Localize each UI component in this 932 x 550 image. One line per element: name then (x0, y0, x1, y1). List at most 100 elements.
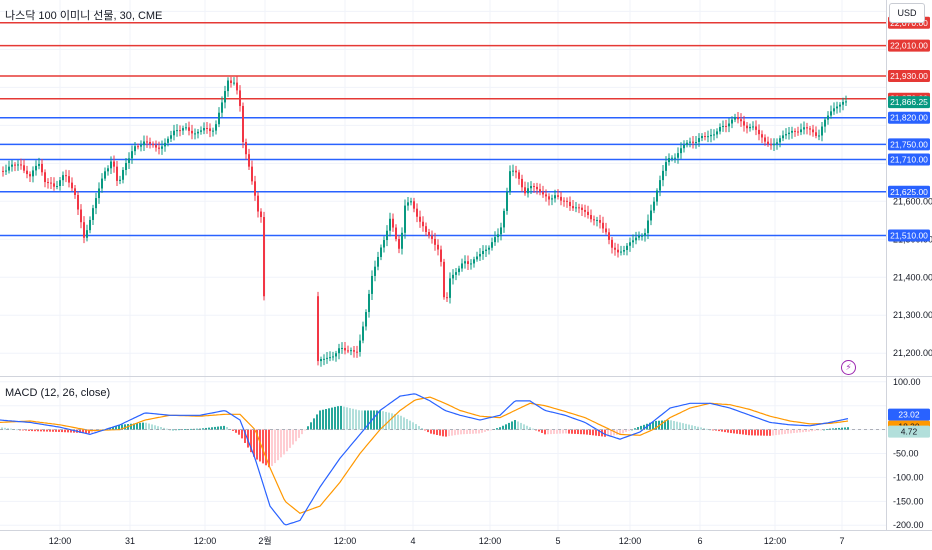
histogram-bar (457, 429, 459, 435)
time-tick-label: 5 (555, 536, 560, 546)
histogram-bar (826, 429, 828, 430)
price-labels: 22,070.0022,010.0021,930.0021,870.0021,8… (888, 16, 930, 438)
candle-body (188, 127, 190, 131)
candle-body (524, 187, 526, 194)
histogram-bar (208, 427, 210, 430)
support-label: 21,710.00 (890, 155, 928, 165)
histogram-bar (319, 410, 321, 430)
histogram-bar (796, 429, 798, 433)
candle-body (107, 168, 109, 172)
macd-value-label-bg (888, 408, 930, 421)
candle-body (248, 154, 250, 167)
candle-body (470, 263, 472, 265)
candle-body (131, 151, 133, 159)
histogram-bar (277, 429, 279, 461)
histogram-bar (649, 422, 651, 430)
histogram-bar (670, 420, 672, 430)
candle-body (482, 251, 484, 255)
candle-body (515, 170, 517, 173)
candle-body (380, 247, 382, 257)
histogram-bar (361, 410, 363, 430)
candle-body (434, 238, 436, 245)
candle-body (146, 141, 148, 143)
candle-body (446, 297, 448, 299)
candle-body (170, 135, 172, 139)
histogram-bar (343, 406, 345, 430)
candle-body (665, 162, 667, 171)
histogram-bar (151, 424, 153, 430)
histogram-bar (664, 420, 666, 430)
candle-body (389, 218, 391, 231)
histogram-bar (838, 427, 840, 430)
histogram-bar (514, 420, 516, 430)
histogram-bar (268, 429, 270, 468)
histogram-bar (460, 429, 462, 435)
histogram-bar (55, 429, 57, 432)
candle-body (116, 166, 118, 181)
lightning-icon[interactable]: ⚡ (841, 360, 856, 375)
candle-body (374, 266, 376, 276)
currency-button[interactable]: USD (889, 3, 925, 23)
candle-body (5, 170, 7, 172)
resistance-label-bg (888, 39, 930, 52)
histogram-bar (715, 429, 717, 431)
histogram-bar (70, 429, 72, 433)
histogram-bar (424, 429, 426, 431)
histogram-bar (511, 421, 513, 430)
histogram-bar (628, 429, 630, 431)
candle-body (323, 358, 325, 360)
histogram-bar (220, 426, 222, 430)
candle-body (83, 222, 85, 238)
candle-body (263, 217, 265, 297)
candle-body (11, 164, 13, 167)
histogram-bar (271, 429, 273, 466)
histogram-bar (814, 429, 816, 431)
candle-body (14, 164, 16, 166)
histogram-bar (721, 429, 723, 432)
candle-body (668, 158, 670, 163)
candle-body (518, 172, 520, 179)
histogram-bar (196, 428, 198, 430)
histogram-bar (28, 429, 30, 431)
candle-body (431, 235, 433, 239)
candle-body (749, 126, 751, 129)
histogram-bar (565, 429, 567, 434)
histogram-bar (259, 429, 261, 462)
candle-body (320, 359, 322, 362)
histogram-bar (724, 429, 726, 433)
candle-body (839, 104, 841, 107)
time-tick-label: 6 (697, 536, 702, 546)
histogram-bar (571, 429, 573, 434)
candle-body (50, 182, 52, 184)
support-label-bg (888, 229, 930, 242)
candle-body (26, 170, 28, 175)
histogram-bar (604, 429, 606, 437)
histogram-bar (163, 427, 165, 430)
candle-body (338, 348, 340, 354)
candle-body (641, 235, 643, 237)
histogram-bar (583, 429, 585, 435)
candle-body (770, 144, 772, 146)
candle-body (41, 163, 43, 173)
candle-body (377, 256, 379, 267)
candle-body (335, 353, 337, 357)
candle-body (698, 138, 700, 142)
candle-body (491, 242, 493, 248)
histogram-bar (298, 429, 300, 438)
candle-body (596, 219, 598, 221)
candle-body (260, 211, 262, 218)
candle-body (476, 256, 478, 260)
histogram-bar (832, 428, 834, 430)
candle-body (509, 171, 511, 193)
histogram-bar (481, 429, 483, 433)
macd-tick-label: -200.00 (893, 520, 924, 530)
candle-body (716, 131, 718, 135)
candle-body (539, 189, 541, 192)
histogram-bar (439, 429, 441, 436)
signal-line (0, 396, 849, 514)
candle-body (23, 165, 25, 171)
histogram-bar (115, 425, 117, 430)
histogram-bar (331, 407, 333, 430)
candle-body (89, 219, 91, 231)
